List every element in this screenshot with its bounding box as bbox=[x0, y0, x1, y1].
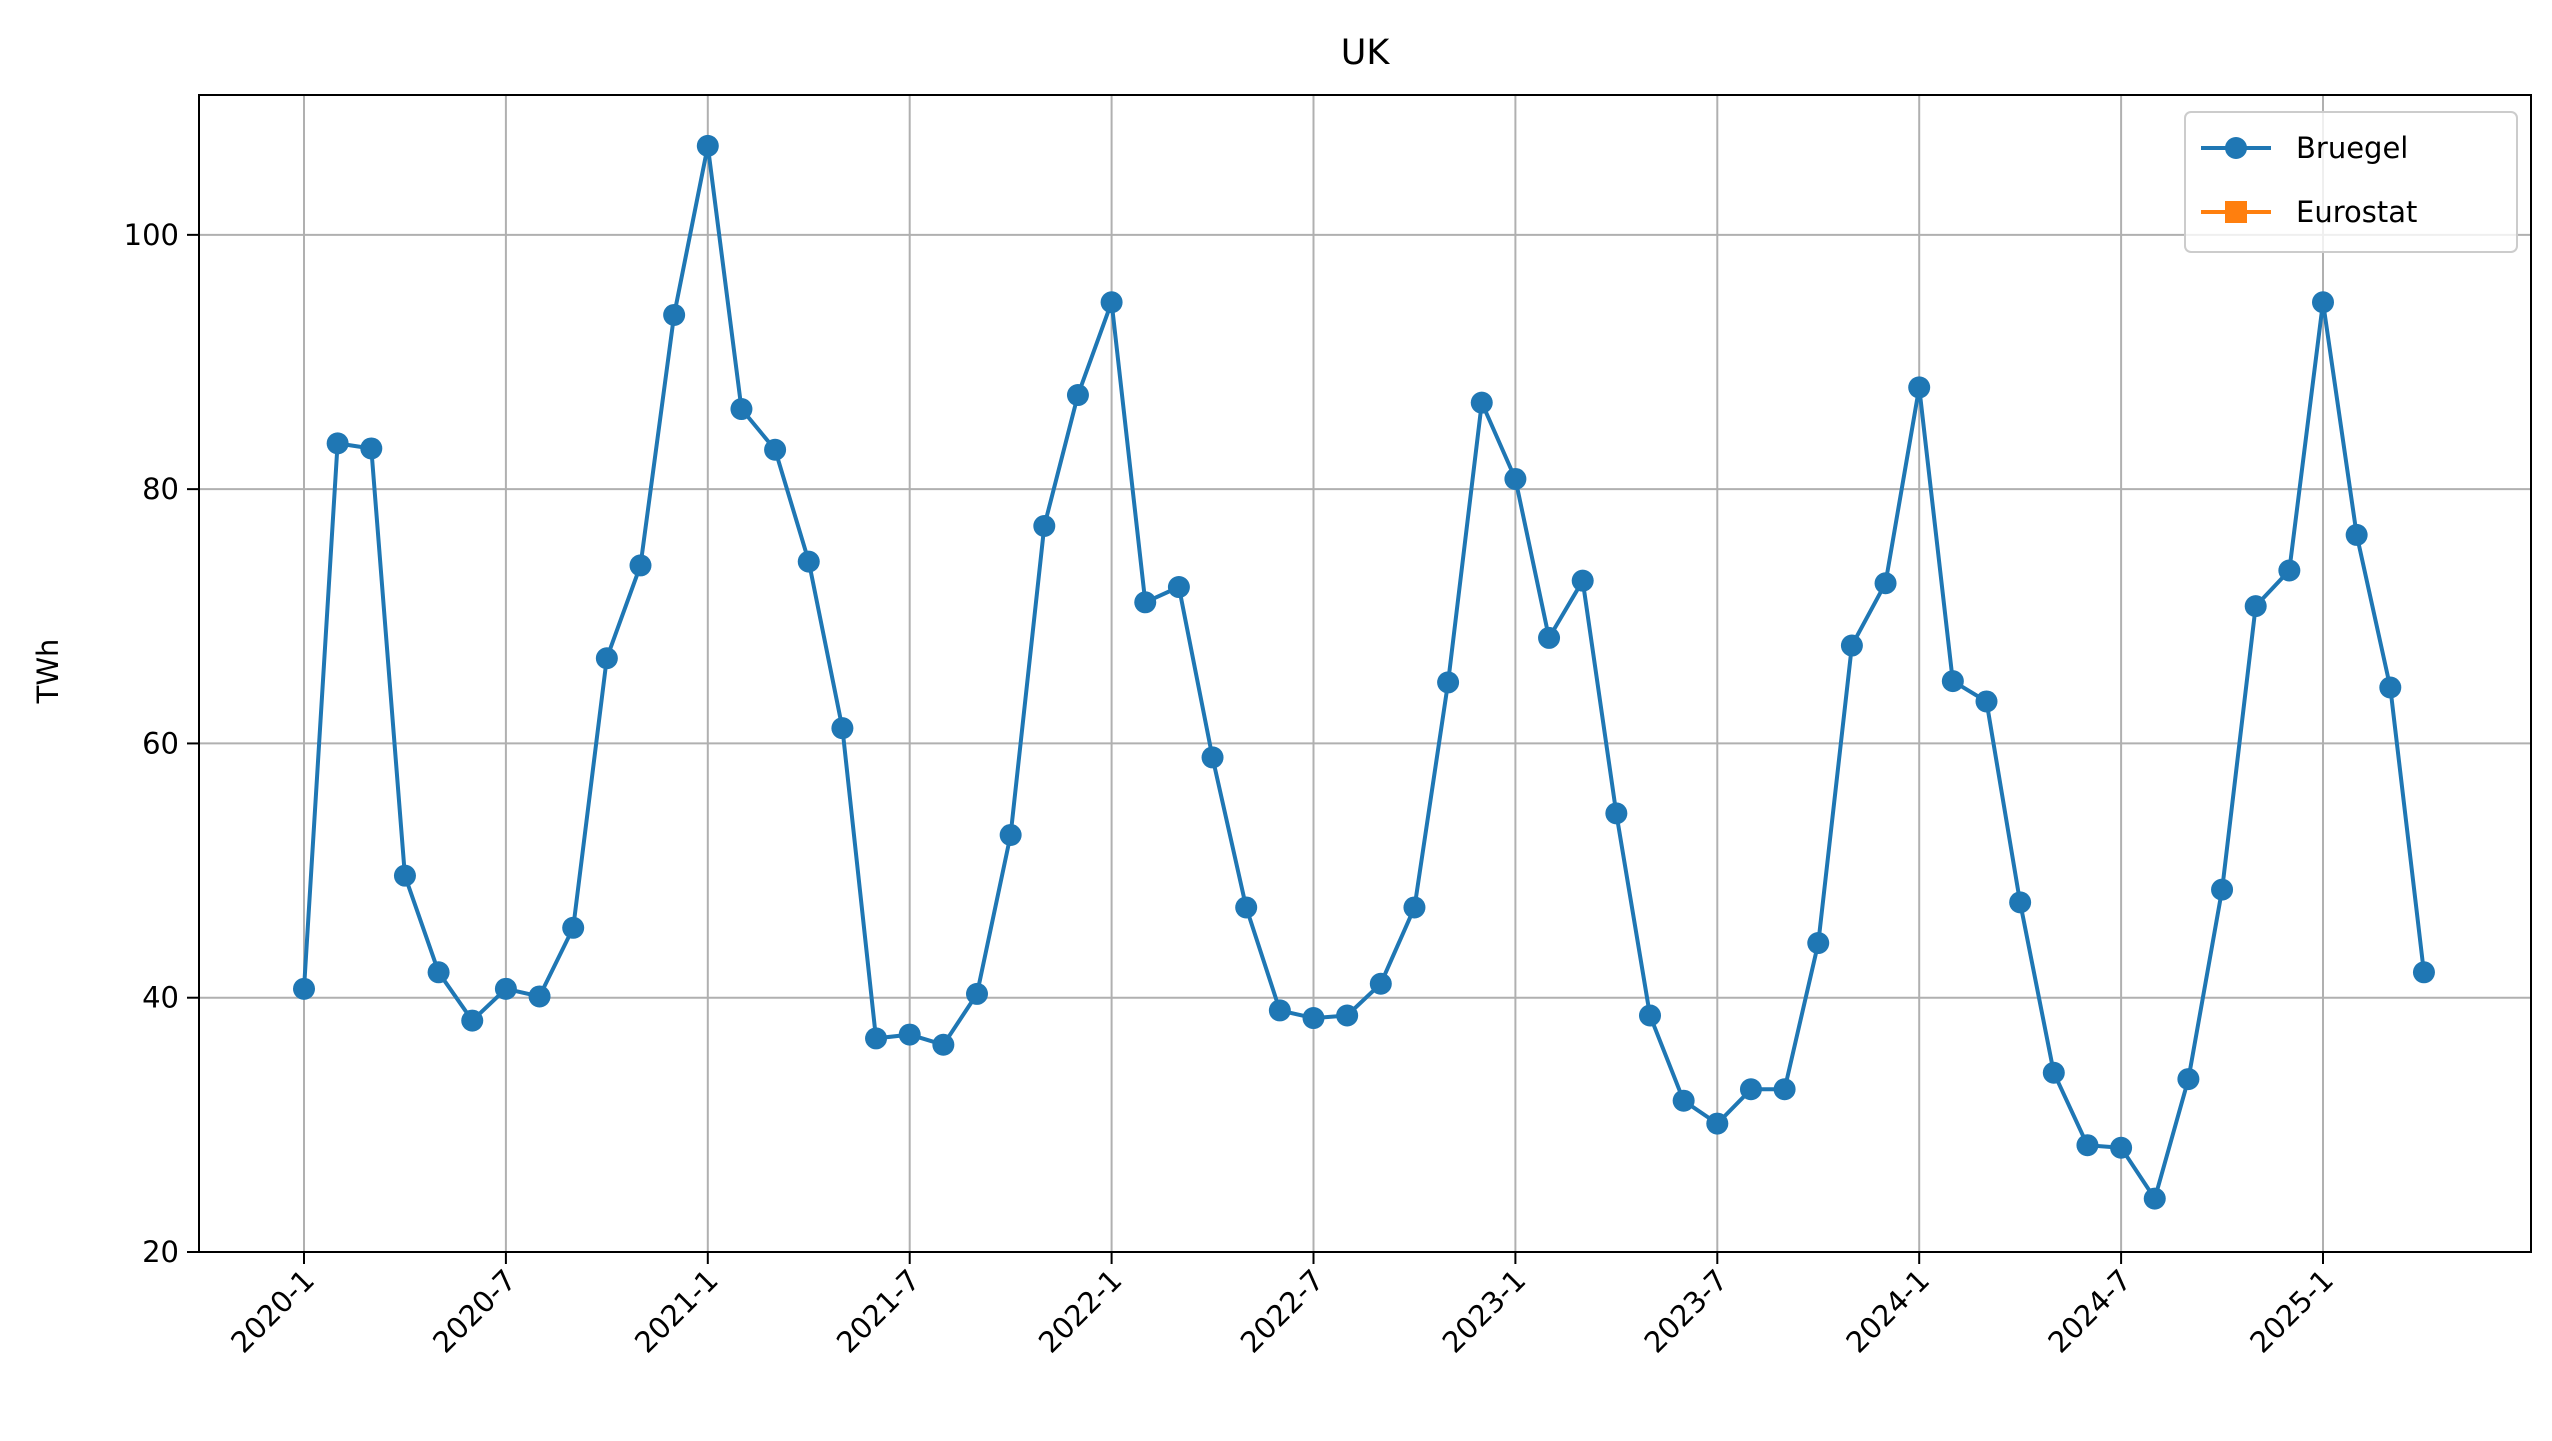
data-point bbox=[999, 823, 1022, 846]
data-point bbox=[831, 717, 854, 740]
data-point bbox=[2076, 1134, 2099, 1157]
data-point bbox=[1874, 572, 1897, 595]
data-point bbox=[2379, 676, 2402, 699]
data-point bbox=[326, 432, 349, 455]
data-point bbox=[360, 437, 383, 460]
y-axis: 20 40 60 80 100 bbox=[124, 218, 199, 1269]
data-point bbox=[1504, 467, 1527, 490]
data-point bbox=[898, 1023, 921, 1046]
y-tick-label: 40 bbox=[142, 981, 179, 1015]
data-point bbox=[1773, 1078, 1796, 1101]
data-point bbox=[1066, 384, 1089, 407]
data-point bbox=[1941, 670, 1964, 693]
data-point bbox=[528, 985, 551, 1008]
data-point bbox=[562, 916, 585, 939]
y-tick-label: 20 bbox=[142, 1235, 179, 1269]
data-point bbox=[932, 1033, 955, 1056]
data-point bbox=[2244, 595, 2267, 618]
data-point bbox=[2278, 559, 2301, 582]
data-point bbox=[764, 438, 787, 461]
data-point bbox=[730, 398, 753, 421]
plot-frame bbox=[198, 94, 2532, 1253]
y-tick-label: 80 bbox=[142, 472, 179, 506]
data-point bbox=[1235, 896, 1258, 919]
y-axis-label: TWh bbox=[31, 639, 65, 705]
data-point bbox=[595, 647, 618, 670]
data-point bbox=[1605, 802, 1628, 825]
data-point bbox=[494, 977, 517, 1000]
data-point bbox=[1134, 591, 1157, 614]
data-point bbox=[1033, 515, 1056, 538]
data-point bbox=[1100, 291, 1123, 314]
data-point bbox=[461, 1009, 484, 1032]
data-point bbox=[2042, 1061, 2065, 1084]
data-point bbox=[427, 961, 450, 984]
data-point bbox=[293, 977, 315, 1000]
legend-item-bruegel: Bruegel bbox=[2201, 131, 2408, 165]
data-point bbox=[1840, 634, 1863, 657]
data-point bbox=[1403, 896, 1426, 919]
data-point bbox=[696, 134, 719, 157]
data-point bbox=[1369, 972, 1392, 995]
legend-label-eurostat: Eurostat bbox=[2296, 195, 2417, 229]
grid bbox=[199, 95, 2531, 1252]
y-tick-label: 60 bbox=[142, 726, 179, 760]
data-point bbox=[1706, 1112, 1729, 1135]
y-tick-label: 100 bbox=[124, 218, 179, 252]
data-point bbox=[2110, 1136, 2133, 1159]
data-point bbox=[1167, 576, 1190, 599]
legend-label-bruegel: Bruegel bbox=[2296, 131, 2408, 165]
data-point bbox=[1739, 1078, 1762, 1101]
chart-title: UK bbox=[1341, 33, 1391, 73]
data-point bbox=[2345, 523, 2368, 546]
plot-area bbox=[293, 134, 2435, 1210]
data-point bbox=[2143, 1187, 2166, 1210]
legend-marker-bruegel bbox=[2225, 137, 2247, 159]
data-point bbox=[1571, 569, 1594, 592]
data-point bbox=[2412, 961, 2435, 984]
data-point bbox=[2009, 891, 2032, 914]
data-point bbox=[1639, 1004, 1661, 1027]
data-point bbox=[2211, 878, 2234, 901]
data-point bbox=[1975, 690, 1998, 713]
legend: Bruegel Eurostat bbox=[2184, 111, 2518, 253]
legend-marker-eurostat bbox=[2225, 201, 2247, 223]
data-point bbox=[1672, 1089, 1695, 1112]
legend-item-eurostat: Eurostat bbox=[2201, 195, 2417, 229]
data-point bbox=[1201, 746, 1224, 769]
data-point bbox=[629, 554, 652, 577]
data-point bbox=[966, 982, 988, 1005]
data-point bbox=[1336, 1004, 1359, 1027]
data-point bbox=[2177, 1068, 2200, 1091]
data-point bbox=[1302, 1007, 1325, 1030]
data-point bbox=[393, 864, 416, 887]
data-point bbox=[2312, 291, 2334, 314]
data-point bbox=[1470, 391, 1493, 414]
data-point bbox=[1268, 999, 1291, 1022]
data-point bbox=[865, 1027, 888, 1050]
data-point bbox=[1908, 376, 1931, 399]
data-point bbox=[797, 550, 820, 573]
data-point bbox=[1437, 671, 1460, 694]
series-line-bruegel bbox=[302, 143, 2426, 1201]
data-point bbox=[663, 303, 686, 326]
data-point bbox=[1807, 932, 1830, 955]
data-point bbox=[1538, 626, 1561, 649]
